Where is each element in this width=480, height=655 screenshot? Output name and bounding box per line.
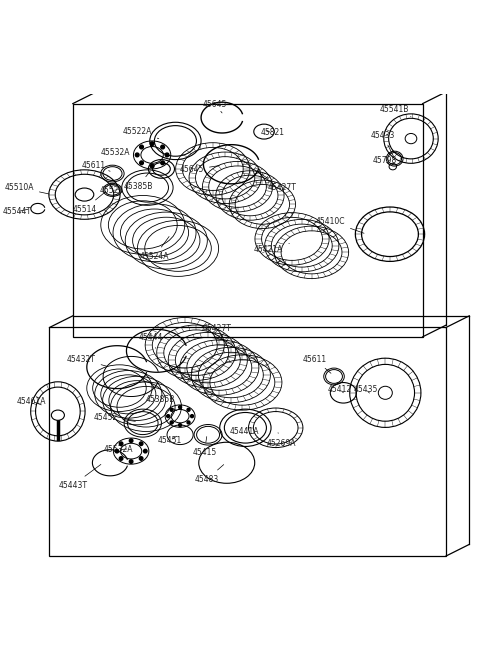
- Circle shape: [179, 405, 181, 409]
- Text: 45521: 45521: [99, 186, 130, 195]
- Circle shape: [161, 161, 165, 164]
- Text: 45645: 45645: [180, 165, 219, 174]
- Text: 45532A: 45532A: [104, 445, 133, 454]
- Text: 45611: 45611: [302, 355, 331, 373]
- Text: 45510A: 45510A: [4, 183, 49, 194]
- Circle shape: [187, 408, 190, 411]
- Text: 45483: 45483: [195, 464, 224, 483]
- Text: 45427T: 45427T: [203, 324, 232, 337]
- Circle shape: [129, 439, 133, 442]
- Text: 45452: 45452: [93, 413, 135, 422]
- Text: 45385B: 45385B: [123, 171, 153, 191]
- Circle shape: [161, 145, 165, 149]
- Circle shape: [140, 145, 144, 149]
- Circle shape: [139, 442, 143, 445]
- Text: 45611: 45611: [82, 160, 110, 171]
- Text: 45544T: 45544T: [2, 208, 31, 216]
- Circle shape: [170, 408, 173, 411]
- Ellipse shape: [51, 410, 64, 421]
- Text: 45541B: 45541B: [380, 105, 411, 117]
- Circle shape: [191, 415, 193, 418]
- Circle shape: [120, 457, 123, 460]
- Text: 45821: 45821: [261, 128, 285, 137]
- Text: 45385B: 45385B: [146, 396, 177, 411]
- Circle shape: [120, 442, 123, 445]
- Text: 45522A: 45522A: [122, 127, 159, 139]
- Text: 45645: 45645: [203, 100, 227, 113]
- Circle shape: [144, 449, 147, 453]
- Circle shape: [187, 421, 190, 424]
- Circle shape: [140, 161, 144, 164]
- Text: 45410C: 45410C: [315, 217, 364, 233]
- Circle shape: [129, 460, 133, 463]
- Text: 45415: 45415: [192, 437, 216, 457]
- Text: 45421A: 45421A: [254, 244, 289, 253]
- Text: 45443T: 45443T: [58, 464, 101, 490]
- Text: 45514: 45514: [72, 192, 106, 214]
- Text: 45444: 45444: [139, 333, 163, 348]
- Text: 45524A: 45524A: [140, 236, 169, 261]
- Circle shape: [150, 142, 154, 145]
- Ellipse shape: [378, 386, 392, 400]
- Text: 45532A: 45532A: [101, 148, 138, 157]
- Circle shape: [167, 415, 169, 418]
- Ellipse shape: [75, 188, 94, 201]
- Bar: [73, 103, 422, 337]
- Text: 45451: 45451: [158, 436, 182, 445]
- Text: 45432T: 45432T: [67, 355, 108, 366]
- Bar: [49, 328, 446, 556]
- Text: 45412: 45412: [327, 384, 352, 394]
- Circle shape: [170, 421, 173, 424]
- Text: 45441A: 45441A: [230, 426, 259, 436]
- Text: 45427T: 45427T: [257, 172, 296, 192]
- Text: 45435: 45435: [354, 384, 378, 394]
- Circle shape: [139, 457, 143, 460]
- Circle shape: [115, 449, 119, 453]
- Ellipse shape: [405, 134, 417, 143]
- Text: 45798: 45798: [372, 156, 396, 165]
- Circle shape: [135, 153, 139, 157]
- Circle shape: [179, 424, 181, 426]
- Circle shape: [165, 153, 169, 157]
- Text: 45461A: 45461A: [17, 397, 47, 405]
- Circle shape: [150, 164, 154, 168]
- Text: 45433: 45433: [371, 131, 395, 156]
- Text: 45269A: 45269A: [267, 433, 297, 447]
